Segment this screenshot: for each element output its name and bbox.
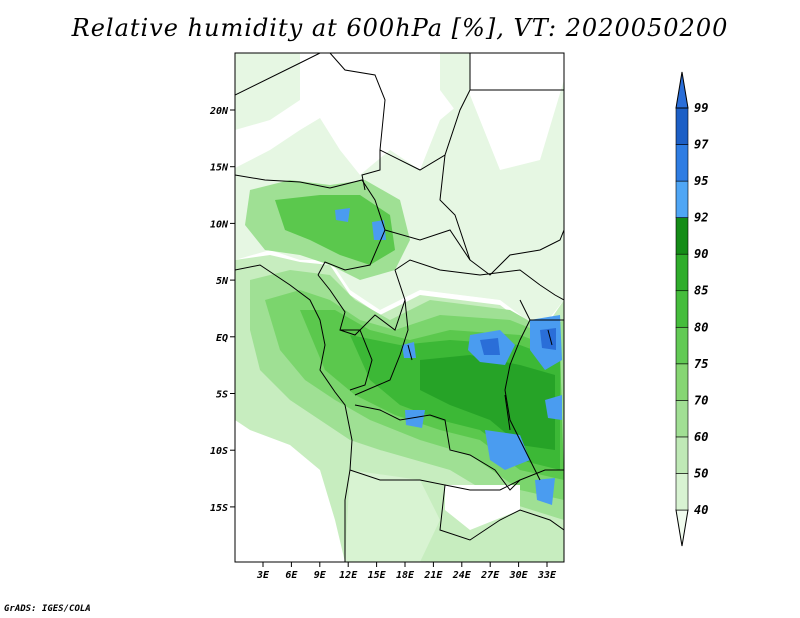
- colorbar-swatch: [675, 107, 689, 145]
- lon-label: 9E: [314, 570, 327, 581]
- border-north: [235, 53, 386, 191]
- colorbar-label: 97: [694, 138, 709, 152]
- border-zambia: [444, 469, 564, 491]
- rh-area-50-north: [235, 53, 300, 130]
- grads-credit: GrADS: IGES/COLA: [4, 604, 91, 614]
- colorbar-label: 60: [694, 430, 708, 444]
- colorbar-swatch: [675, 363, 689, 401]
- border-niger-chad: [379, 53, 471, 171]
- lat-label: 10S: [210, 446, 228, 457]
- rh-area-95-i: [405, 410, 425, 428]
- lat-label: 15N: [210, 163, 229, 174]
- lon-label: 24E: [452, 570, 472, 581]
- chart-title: Relative humidity at 600hPa [%], VT: 202…: [71, 14, 729, 42]
- lon-label: 3E: [256, 570, 270, 581]
- rh-area-95-c: [545, 395, 562, 420]
- colorbar-swatch: [675, 436, 689, 474]
- lon-label: 6E: [285, 570, 298, 581]
- colorbar-label: 70: [694, 393, 708, 407]
- lake-shapes: [407, 329, 553, 431]
- border-chad-south: [439, 154, 564, 276]
- colorbar-label: 90: [694, 247, 708, 261]
- colorbar-swatch: [675, 217, 689, 255]
- lon-label: 18E: [396, 570, 415, 581]
- colorbar-swatch: [675, 473, 689, 511]
- rh-area-50-ne: [440, 53, 470, 110]
- colorbar-swatch: [675, 326, 689, 365]
- lon-label: 30E: [509, 570, 529, 581]
- country-borders: [235, 53, 564, 562]
- rh-area-95-f: [335, 208, 350, 222]
- colorbar-min-arrow: [675, 509, 689, 547]
- rh-area-92: [420, 355, 555, 450]
- lat-label: 5S: [216, 390, 228, 401]
- rh-area-50-south: [345, 470, 440, 562]
- border-drc-south: [354, 404, 521, 491]
- axis-labels: 3E 6E 9E 12E 15E 18E 21E 24E 27E 30E 33E 20N 15N 10N 5…: [209, 106, 557, 581]
- colorbar-swatch: [675, 253, 689, 292]
- colorbar-label: 50: [694, 466, 708, 480]
- colorbar-label: 92: [694, 211, 708, 225]
- border-congo: [340, 299, 409, 396]
- rh-area-95-d: [485, 430, 530, 470]
- lat-label: EQ: [216, 333, 228, 344]
- rh-area-80-north: [275, 195, 395, 265]
- rh-area-95-e: [535, 478, 555, 505]
- lon-label: 15E: [368, 570, 387, 581]
- lat-label: 20N: [209, 106, 229, 117]
- lon-label: 33E: [537, 570, 557, 581]
- colorbar-swatch: [675, 144, 689, 182]
- lon-label: 12E: [339, 570, 358, 581]
- humidity-field: [235, 53, 564, 562]
- rh-area-white-south: [445, 485, 520, 530]
- colorbar-label: 95: [694, 174, 708, 188]
- rh-area-97-a: [480, 338, 500, 355]
- lat-label: 15S: [210, 503, 228, 514]
- border-uganda: [530, 284, 564, 321]
- colorbar-label: 99: [694, 101, 708, 115]
- lon-label: 21E: [423, 570, 443, 581]
- colorbar-swatch: [675, 180, 689, 218]
- colorbar-label: 85: [694, 284, 708, 298]
- border-cameroon: [317, 269, 406, 336]
- border-car: [384, 229, 541, 286]
- rh-area-95-g: [372, 220, 386, 240]
- lon-label: 27E: [480, 570, 500, 581]
- colorbar-max-arrow: [675, 71, 689, 109]
- colorbar-label: 40: [694, 503, 708, 517]
- map-frame: [234, 52, 565, 563]
- border-nigeria: [235, 174, 386, 276]
- colorbar-label: 80: [694, 320, 708, 334]
- lat-label: 5N: [216, 276, 229, 287]
- colorbar-swatch: [675, 400, 689, 438]
- colorbar-label: 75: [694, 357, 708, 371]
- colorbar: 40 50 60 70 75 80 85 90 92 95 97 99: [675, 71, 709, 547]
- colorbar-swatch: [675, 290, 689, 328]
- border-drc-east: [504, 299, 541, 481]
- lat-label: 10N: [210, 219, 229, 230]
- border-angola: [349, 469, 564, 541]
